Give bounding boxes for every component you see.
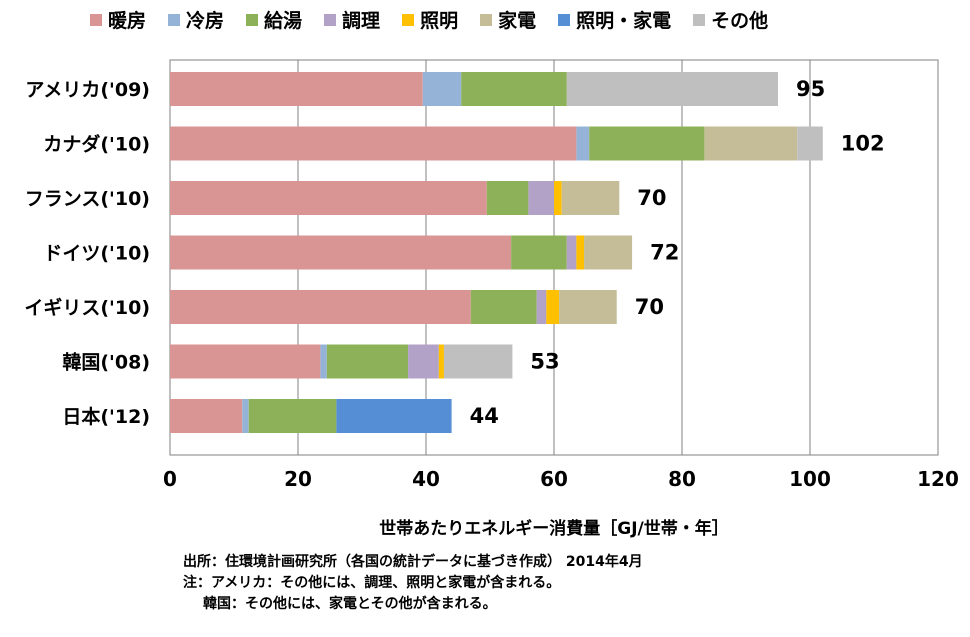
source-note: 出所：住環境計画研究所（各国の統計データに基づき作成） 2014年4月 [183,554,643,570]
y-category-label: カナダ('10) [43,133,150,156]
legend-label: 家電 [498,10,537,32]
legend-swatch [480,13,493,26]
x-tick-label: 0 [163,467,177,491]
bar-segment [566,235,577,270]
bar-segment [576,126,590,161]
legend-swatch [558,13,571,26]
x-tick-label: 80 [668,467,696,491]
bar-total-label: 70 [635,295,664,319]
bar-segment [336,399,452,433]
bar-segment [170,235,512,270]
bar-segment [797,126,823,161]
legend-swatch [402,13,415,26]
note-usa: 注：アメリカ：その他には、調理、照明と家電が含まれる。 [183,575,561,591]
legend-swatch [324,13,337,26]
y-category-label: アメリカ('09) [25,79,150,101]
legend-item: 調理 [324,6,380,33]
bar-segment [461,72,567,106]
bar-segment [511,235,567,270]
x-tick-label: 60 [540,467,568,491]
bar-segment [589,126,705,161]
legend-label: 給湯 [264,10,303,32]
bar-segment [326,344,409,379]
legend-item: 照明 [402,6,458,33]
legend-item: その他 [693,6,768,33]
bar-segment [170,290,471,324]
legend-swatch [90,13,102,26]
legend-item: 暖房 [90,6,146,33]
bar-segment [170,72,423,106]
bar-segment [559,290,617,324]
bar-segment [170,181,487,215]
x-tick-label: 40 [412,467,440,491]
bar-total-label: 44 [470,404,499,428]
bar-total-label: 70 [637,186,666,210]
bar-segment [408,344,439,379]
bar-segment [546,290,560,324]
legend-label: 暖房 [108,10,147,32]
bar-segment [443,344,513,379]
bar-segment [248,399,337,433]
y-category-label: 韓国('08) [62,351,150,374]
legend-label: 冷房 [186,10,225,32]
bar-segment [576,235,585,270]
legend-item: 照明・家電 [558,6,671,33]
x-tick-label: 120 [917,467,959,491]
y-category-label: イギリス('10) [24,297,150,319]
bar-segment [170,126,577,161]
legend-item: 家電 [480,6,536,33]
legend-item: 冷房 [168,6,224,33]
notes: 出所：住環境計画研究所（各国の統計データに基づき作成） 2014年4月 注：アメ… [183,552,643,615]
x-tick-label: 100 [789,467,831,491]
bar-total-label: 72 [650,241,679,265]
bar-segment [470,290,537,324]
legend-label: 照明・家電 [576,10,672,32]
bar-segment [554,181,562,215]
bar-segment [528,181,554,215]
note-korea: 韓国：その他には、家電とその他が含まれる。 [203,596,497,612]
bar-segment [422,72,462,106]
bar-segment [320,344,327,379]
bar-segment [704,126,798,161]
bar-total-label: 102 [841,132,885,156]
legend-swatch [693,13,706,26]
bar-segment [170,344,321,379]
legend-swatch [168,13,181,26]
bar-total-label: 53 [530,350,559,374]
x-axis-title: 世帯あたりエネルギー消費量［GJ/世帯・年］ [379,519,729,539]
y-category-label: 日本('12) [62,405,150,428]
y-category-label: ドイツ('10) [43,243,150,265]
bar-segment [242,399,249,433]
legend-item: 給湯 [246,6,302,33]
bar-segment [438,344,444,379]
bar-segment [584,235,633,270]
legend-label: その他 [711,10,769,32]
legend-swatch [246,13,259,26]
bar-segment [566,72,778,106]
bar-total-label: 95 [796,77,825,101]
bar-segment [536,290,547,324]
bar-segment [486,181,529,215]
bar-segment [561,181,620,215]
x-tick-label: 20 [284,467,312,491]
legend-label: 照明 [420,10,459,32]
bar-segment [170,399,243,433]
legend: 暖房 冷房 給湯 調理 照明 家電 照明・家電 その他 [90,6,768,33]
y-category-label: フランス('10) [25,188,150,210]
legend-label: 調理 [342,10,381,32]
